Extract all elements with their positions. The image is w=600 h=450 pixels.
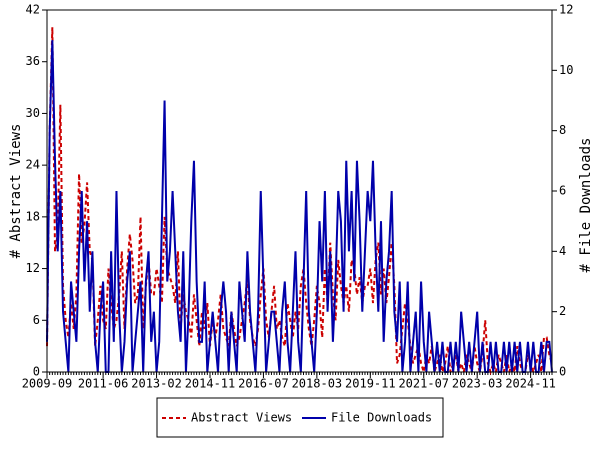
y-tick-label: 18 [26, 209, 40, 223]
y-tick-label: 42 [26, 3, 40, 17]
y-tick-label: 12 [26, 261, 40, 275]
x-tick-label: 2021-07 [398, 377, 449, 391]
y2-tick-label: 0 [559, 365, 566, 379]
y2-tick-label: 6 [559, 184, 566, 198]
y2-axis-title: # File Downloads [578, 138, 594, 273]
legend-label: File Downloads [331, 411, 432, 425]
x-tick-label: 2023-03 [452, 377, 503, 391]
y2-tick-label: 10 [559, 63, 573, 77]
x-tick-label: 2016-07 [238, 377, 289, 391]
y-axis-title: # Abstract Views [8, 124, 24, 259]
x-tick-label: 2013-02 [131, 377, 182, 391]
y2-tick-label: 8 [559, 123, 566, 137]
y2-tick-label: 12 [559, 3, 573, 17]
legend-box [156, 397, 444, 438]
y-tick-label: 30 [26, 106, 40, 120]
y2-tick-label: 4 [559, 244, 566, 258]
y-tick-label: 24 [26, 158, 40, 172]
y2-tick-label: 2 [559, 304, 566, 318]
y-tick-label: 0 [33, 365, 40, 379]
x-tick-label: 2019-11 [345, 377, 396, 391]
plot-frame [46, 9, 553, 373]
series-line [46, 40, 553, 373]
legend-label: Abstract Views [191, 411, 292, 425]
x-tick-label: 2024-11 [505, 377, 556, 391]
x-tick-label: 2009-09 [22, 377, 73, 391]
y-tick-label: 36 [26, 54, 40, 68]
x-tick-label: 2018-03 [292, 377, 343, 391]
x-tick-label: 2014-11 [185, 377, 236, 391]
x-tick-label: 2011-06 [78, 377, 129, 391]
y-tick-label: 6 [33, 313, 40, 327]
